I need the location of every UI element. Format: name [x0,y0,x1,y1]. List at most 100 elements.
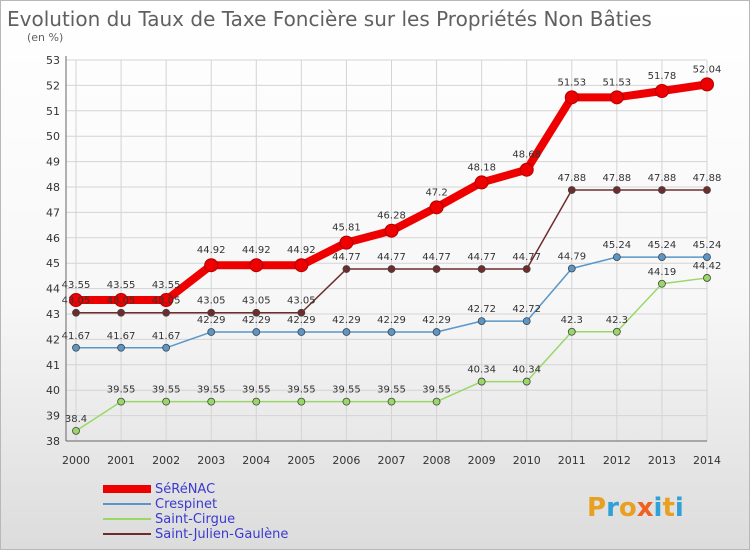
data-label: 41.67 [152,331,181,342]
data-label: 39.55 [107,385,136,396]
x-tick-label: 2001 [107,454,135,467]
logo-letter: P [587,493,606,523]
data-point [564,90,579,105]
data-label: 42.29 [332,315,361,326]
data-label: 43.55 [107,280,136,291]
data-label: 43.55 [62,280,91,291]
data-point [204,258,219,273]
data-point [117,343,125,352]
data-point [342,397,351,406]
data-point [658,253,666,262]
grid [66,59,708,442]
data-labels: 43.55 43.55 43.55 44.92 44.92 44.92 45.81 46.28… [62,64,722,424]
axes: 38 39 40 41 42 43 44 45 46 47 48 49 50 51 52 53 2000 2001… [46,54,721,467]
data-label: 44.77 [422,252,451,263]
y-tick-label: 43 [46,308,60,321]
y-tick-label: 44 [46,283,60,296]
data-label: 45.24 [693,240,722,251]
data-label: 51.78 [648,71,677,82]
legend-label-3: Saint-Julien-Gaulène [155,527,288,542]
data-point [477,377,486,386]
data-label: 44.77 [332,252,361,263]
data-label: 45.24 [603,240,632,251]
y-tick-label: 39 [46,410,60,423]
data-point [117,397,125,406]
data-label: 44.42 [693,261,722,272]
data-label: 39.55 [242,385,271,396]
y-tick-label: 46 [46,232,60,245]
x-tick-label: 2002 [152,454,180,467]
y-tick-label: 49 [46,156,60,169]
data-label: 46.28 [377,211,406,222]
data-point [72,426,80,435]
data-point [207,328,216,336]
y-tick-label: 47 [46,206,60,219]
x-tick-label: 2013 [648,454,676,467]
x-tick-label: 2004 [242,454,270,467]
data-point [432,328,441,336]
data-label: 47.88 [648,173,677,184]
data-point [297,328,306,336]
x-tick-label: 2011 [558,454,586,467]
y-tick-label: 48 [46,181,60,194]
data-point [72,343,80,352]
y-tick-label: 40 [46,384,60,397]
data-point [159,293,174,308]
data-label: 43.05 [287,296,316,307]
data-label: 42.3 [561,315,583,326]
data-label: 41.67 [62,331,91,342]
data-label: 47.88 [557,173,586,184]
data-point [342,328,351,336]
data-label: 52.04 [693,64,722,75]
data-point [252,397,261,406]
data-label: 47.88 [693,173,722,184]
data-point [609,90,624,105]
data-point [162,343,171,352]
y-tick-label: 38 [46,435,60,448]
x-tick-label: 2008 [423,454,451,467]
logo-letter: i [654,493,663,523]
data-label: 42.29 [422,315,451,326]
data-point [339,235,354,250]
data-point [703,274,711,282]
data-point [69,293,83,308]
data-label: 44.92 [287,245,316,256]
data-point [612,186,621,194]
data-label: 51.53 [557,77,586,88]
logo-letter: i [675,493,684,523]
data-label: 51.53 [603,77,632,88]
data-point [522,377,531,386]
data-point [612,253,621,262]
x-tick-label: 2006 [332,454,360,467]
data-point [387,397,396,406]
data-point [654,83,669,98]
data-label: 44.77 [467,252,496,263]
data-label: 39.55 [377,385,406,396]
proxiti-logo: Proxiti [587,493,684,523]
data-point [432,397,441,406]
data-point [207,308,216,317]
legend: SéRéNACCrespinetSaint-CirgueSaint-Julien… [103,482,288,542]
data-point [703,186,711,194]
data-label: 44.19 [648,267,677,278]
y-tick-label: 42 [46,333,60,346]
data-label: 39.55 [287,385,316,396]
data-point [658,186,666,194]
data-point [114,293,129,308]
legend-label-2: Saint-Cirgue [155,512,235,527]
data-label: 43.05 [107,296,136,307]
data-label: 47.2 [425,187,447,198]
logo-letter: x [637,493,654,523]
data-point [207,397,216,406]
logo-letter: t [662,493,674,523]
data-point [117,308,125,317]
data-point [567,186,576,194]
x-tick-label: 2003 [197,454,225,467]
data-point [474,175,489,190]
data-label: 43.05 [62,296,91,307]
data-label: 39.55 [332,385,361,396]
data-point [567,327,576,336]
data-label: 48.68 [512,150,541,161]
